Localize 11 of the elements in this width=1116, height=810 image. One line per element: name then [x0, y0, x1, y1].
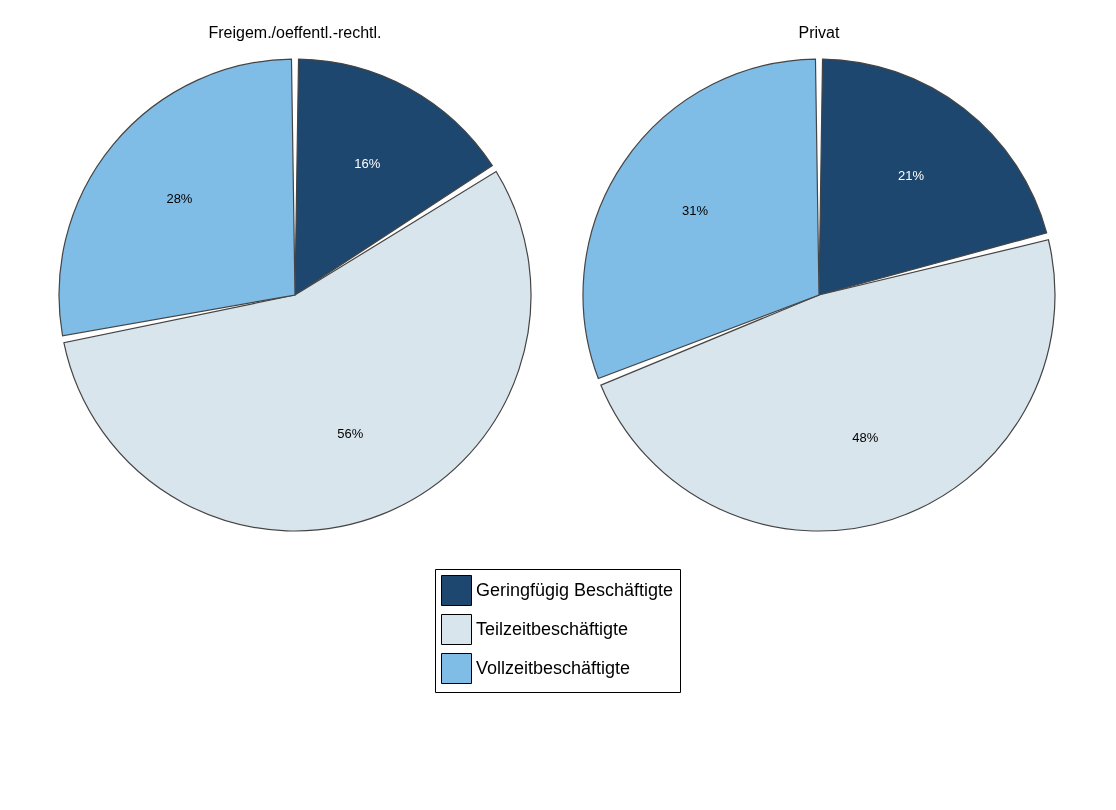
data-label: 28%	[166, 191, 193, 207]
data-label: 16%	[354, 155, 381, 171]
legend-label: Geringfügig Beschäftigte	[476, 579, 674, 600]
data-label: 31%	[681, 202, 709, 218]
data-label: 21%	[897, 168, 925, 184]
data-label: 48%	[852, 429, 879, 445]
legend-label: Vollzeitbeschäftigte	[476, 657, 631, 678]
chart-title: Freigem./oeffentl.-rechtl.	[208, 24, 382, 41]
legend-label: Teilzeitbeschäftigte	[476, 618, 629, 639]
data-label: 56%	[337, 426, 364, 442]
chart-title: Privat	[798, 24, 840, 41]
